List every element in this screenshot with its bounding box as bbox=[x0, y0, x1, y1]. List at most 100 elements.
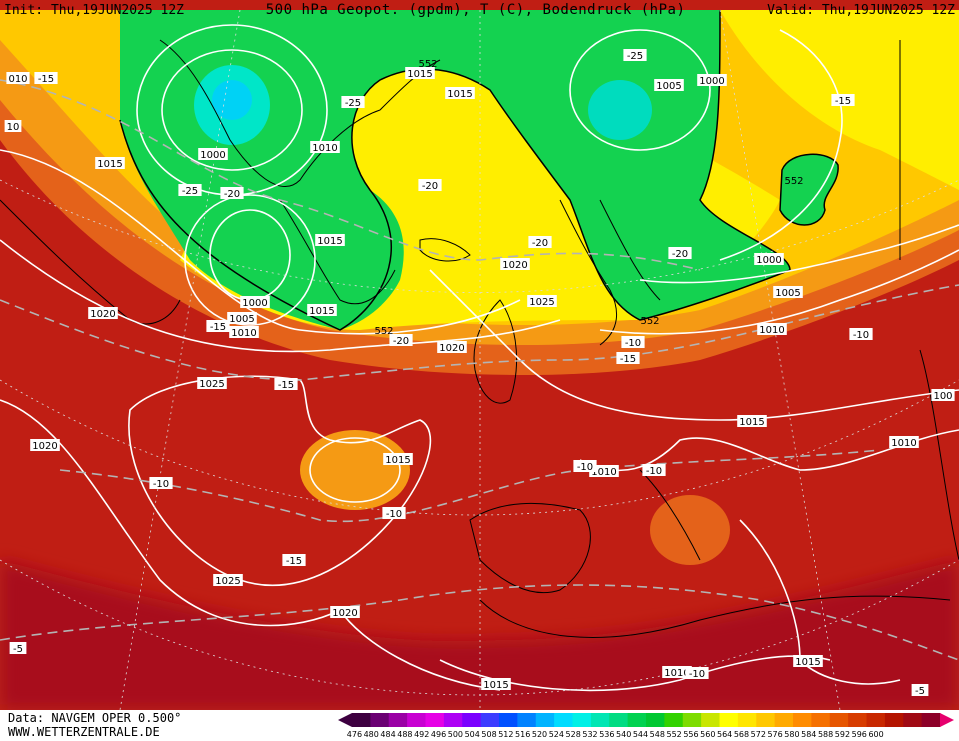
temperature-label-box bbox=[528, 236, 552, 248]
isobar-1015-e bbox=[339, 609, 501, 691]
graticule bbox=[0, 9, 959, 711]
pressure-label: 1010 bbox=[662, 666, 692, 679]
lat-line-1 bbox=[0, 179, 959, 293]
temperature-label: -15 bbox=[616, 352, 640, 365]
sweden-coast bbox=[599, 199, 661, 301]
color-scale-swatch bbox=[756, 713, 776, 727]
pressure-label: 010 bbox=[6, 72, 30, 85]
color-scale-swatch bbox=[829, 713, 849, 727]
pressure-label-box bbox=[405, 67, 435, 79]
color-scale-arrow-right bbox=[940, 713, 954, 727]
color-scale-swatch bbox=[793, 713, 812, 727]
pressure-label: 1005 bbox=[227, 312, 257, 325]
temperature-label-text: -10 bbox=[386, 509, 402, 520]
iberia-coast bbox=[469, 503, 591, 594]
temperature-label-box bbox=[642, 464, 666, 476]
color-scale-swatch bbox=[572, 713, 592, 727]
color-scale-swatch bbox=[499, 713, 518, 727]
color-scale-swatch bbox=[903, 713, 923, 727]
color-scale-swatch bbox=[701, 713, 720, 727]
pressure-label-box bbox=[889, 436, 919, 448]
geopotential-label: 552 bbox=[418, 59, 437, 70]
color-scale-swatch bbox=[609, 713, 629, 727]
color-scale-value: 492 bbox=[414, 730, 430, 739]
color-scale-value: 496 bbox=[430, 730, 447, 739]
low-core-fill-3 bbox=[588, 80, 652, 140]
pressure-label-text: 1010 bbox=[312, 143, 337, 154]
temperature-label: -10 bbox=[382, 507, 406, 520]
color-scale-value: 516 bbox=[515, 730, 531, 739]
color-scale-value: 536 bbox=[599, 730, 615, 739]
temperature-label-text: -25 bbox=[627, 51, 643, 62]
pressure-label: 1005 bbox=[773, 286, 803, 299]
pressure-label-text: 1020 bbox=[332, 608, 357, 619]
isotherm-minus10 bbox=[59, 449, 881, 523]
pressure-label-text: 1020 bbox=[32, 441, 57, 452]
pressure-label: 1000 bbox=[754, 253, 784, 266]
color-scale-value: 596 bbox=[851, 730, 867, 739]
pressure-label: 1000 bbox=[697, 74, 727, 87]
pressure-label-box bbox=[30, 439, 60, 451]
pressure-label-box bbox=[307, 304, 337, 316]
iceland-coast bbox=[419, 238, 471, 262]
pressure-label-text: 1010 bbox=[231, 328, 256, 339]
pressure-label-box bbox=[315, 234, 345, 246]
color-scale-value: 476 bbox=[346, 730, 363, 739]
temperature-label-text: -10 bbox=[625, 338, 641, 349]
color-scale-swatch bbox=[425, 713, 445, 727]
isobar-1015-b bbox=[429, 269, 959, 421]
temperature-label-text: -10 bbox=[853, 330, 869, 341]
temperature-label-box bbox=[616, 352, 640, 364]
color-scale-swatch bbox=[774, 713, 794, 727]
pressure-label-text: 1015 bbox=[407, 69, 432, 80]
pressure-label-box bbox=[310, 141, 340, 153]
color-scale-swatch bbox=[682, 713, 702, 727]
temperature-label: -10 bbox=[642, 464, 666, 477]
isobar-1005-d bbox=[639, 224, 959, 284]
color-scale-swatch bbox=[627, 713, 647, 727]
temperature-label: -15 bbox=[206, 320, 230, 333]
pressure-label: 1015 bbox=[307, 304, 337, 317]
color-scale-swatch bbox=[719, 713, 739, 727]
color-scale-value: 572 bbox=[750, 730, 766, 739]
temperature-label-text: -15 bbox=[210, 322, 226, 333]
color-scale-swatch bbox=[388, 713, 408, 727]
temperature-label-text: -10 bbox=[577, 462, 593, 473]
temperature-label-text: -20 bbox=[422, 181, 438, 192]
pressure-label-box bbox=[481, 678, 511, 690]
color-scale-swatch bbox=[517, 713, 537, 727]
temperature-label-text: -20 bbox=[393, 336, 409, 347]
isobar-1020-a bbox=[0, 239, 561, 353]
pressure-label: 1010 bbox=[229, 326, 259, 339]
color-scale-swatch bbox=[848, 713, 867, 727]
pressure-label: 1015 bbox=[445, 87, 475, 100]
temperature-label-box bbox=[341, 96, 365, 108]
isotherm-minus15 bbox=[0, 284, 959, 381]
color-scale-swatch bbox=[554, 713, 573, 727]
temperature-label-text: -25 bbox=[345, 98, 361, 109]
pressure-label-text: 1025 bbox=[199, 379, 224, 390]
geopotential-label: 552 bbox=[640, 316, 659, 327]
temperature-label-text: -20 bbox=[224, 189, 240, 200]
temperature-label-text: -15 bbox=[38, 74, 54, 85]
color-scale-value: 512 bbox=[498, 730, 514, 739]
high-fill-med bbox=[650, 495, 730, 565]
temperature-label-box bbox=[621, 336, 645, 348]
pressure-label-box bbox=[737, 415, 767, 427]
color-scale-value: 556 bbox=[683, 730, 699, 739]
isobar-1000-c bbox=[719, 29, 843, 261]
pressure-label-box bbox=[6, 72, 30, 84]
temperature-label-box bbox=[206, 320, 230, 332]
pressure-label-text: 1015 bbox=[317, 236, 342, 247]
pressure-label-text: 1015 bbox=[97, 159, 122, 170]
pressure-label: 1005 bbox=[654, 79, 684, 92]
temperature-label-text: -5 bbox=[915, 686, 925, 697]
pressure-label-text: 1005 bbox=[656, 81, 681, 92]
pressure-label-text: 1015 bbox=[309, 306, 334, 317]
fill-596 bbox=[0, 560, 959, 710]
data-source-label: Data: NAVGEM OPER 0.500° bbox=[8, 711, 182, 725]
pressure-label-text: 1020 bbox=[502, 260, 527, 271]
color-scale-value: 524 bbox=[548, 730, 564, 739]
